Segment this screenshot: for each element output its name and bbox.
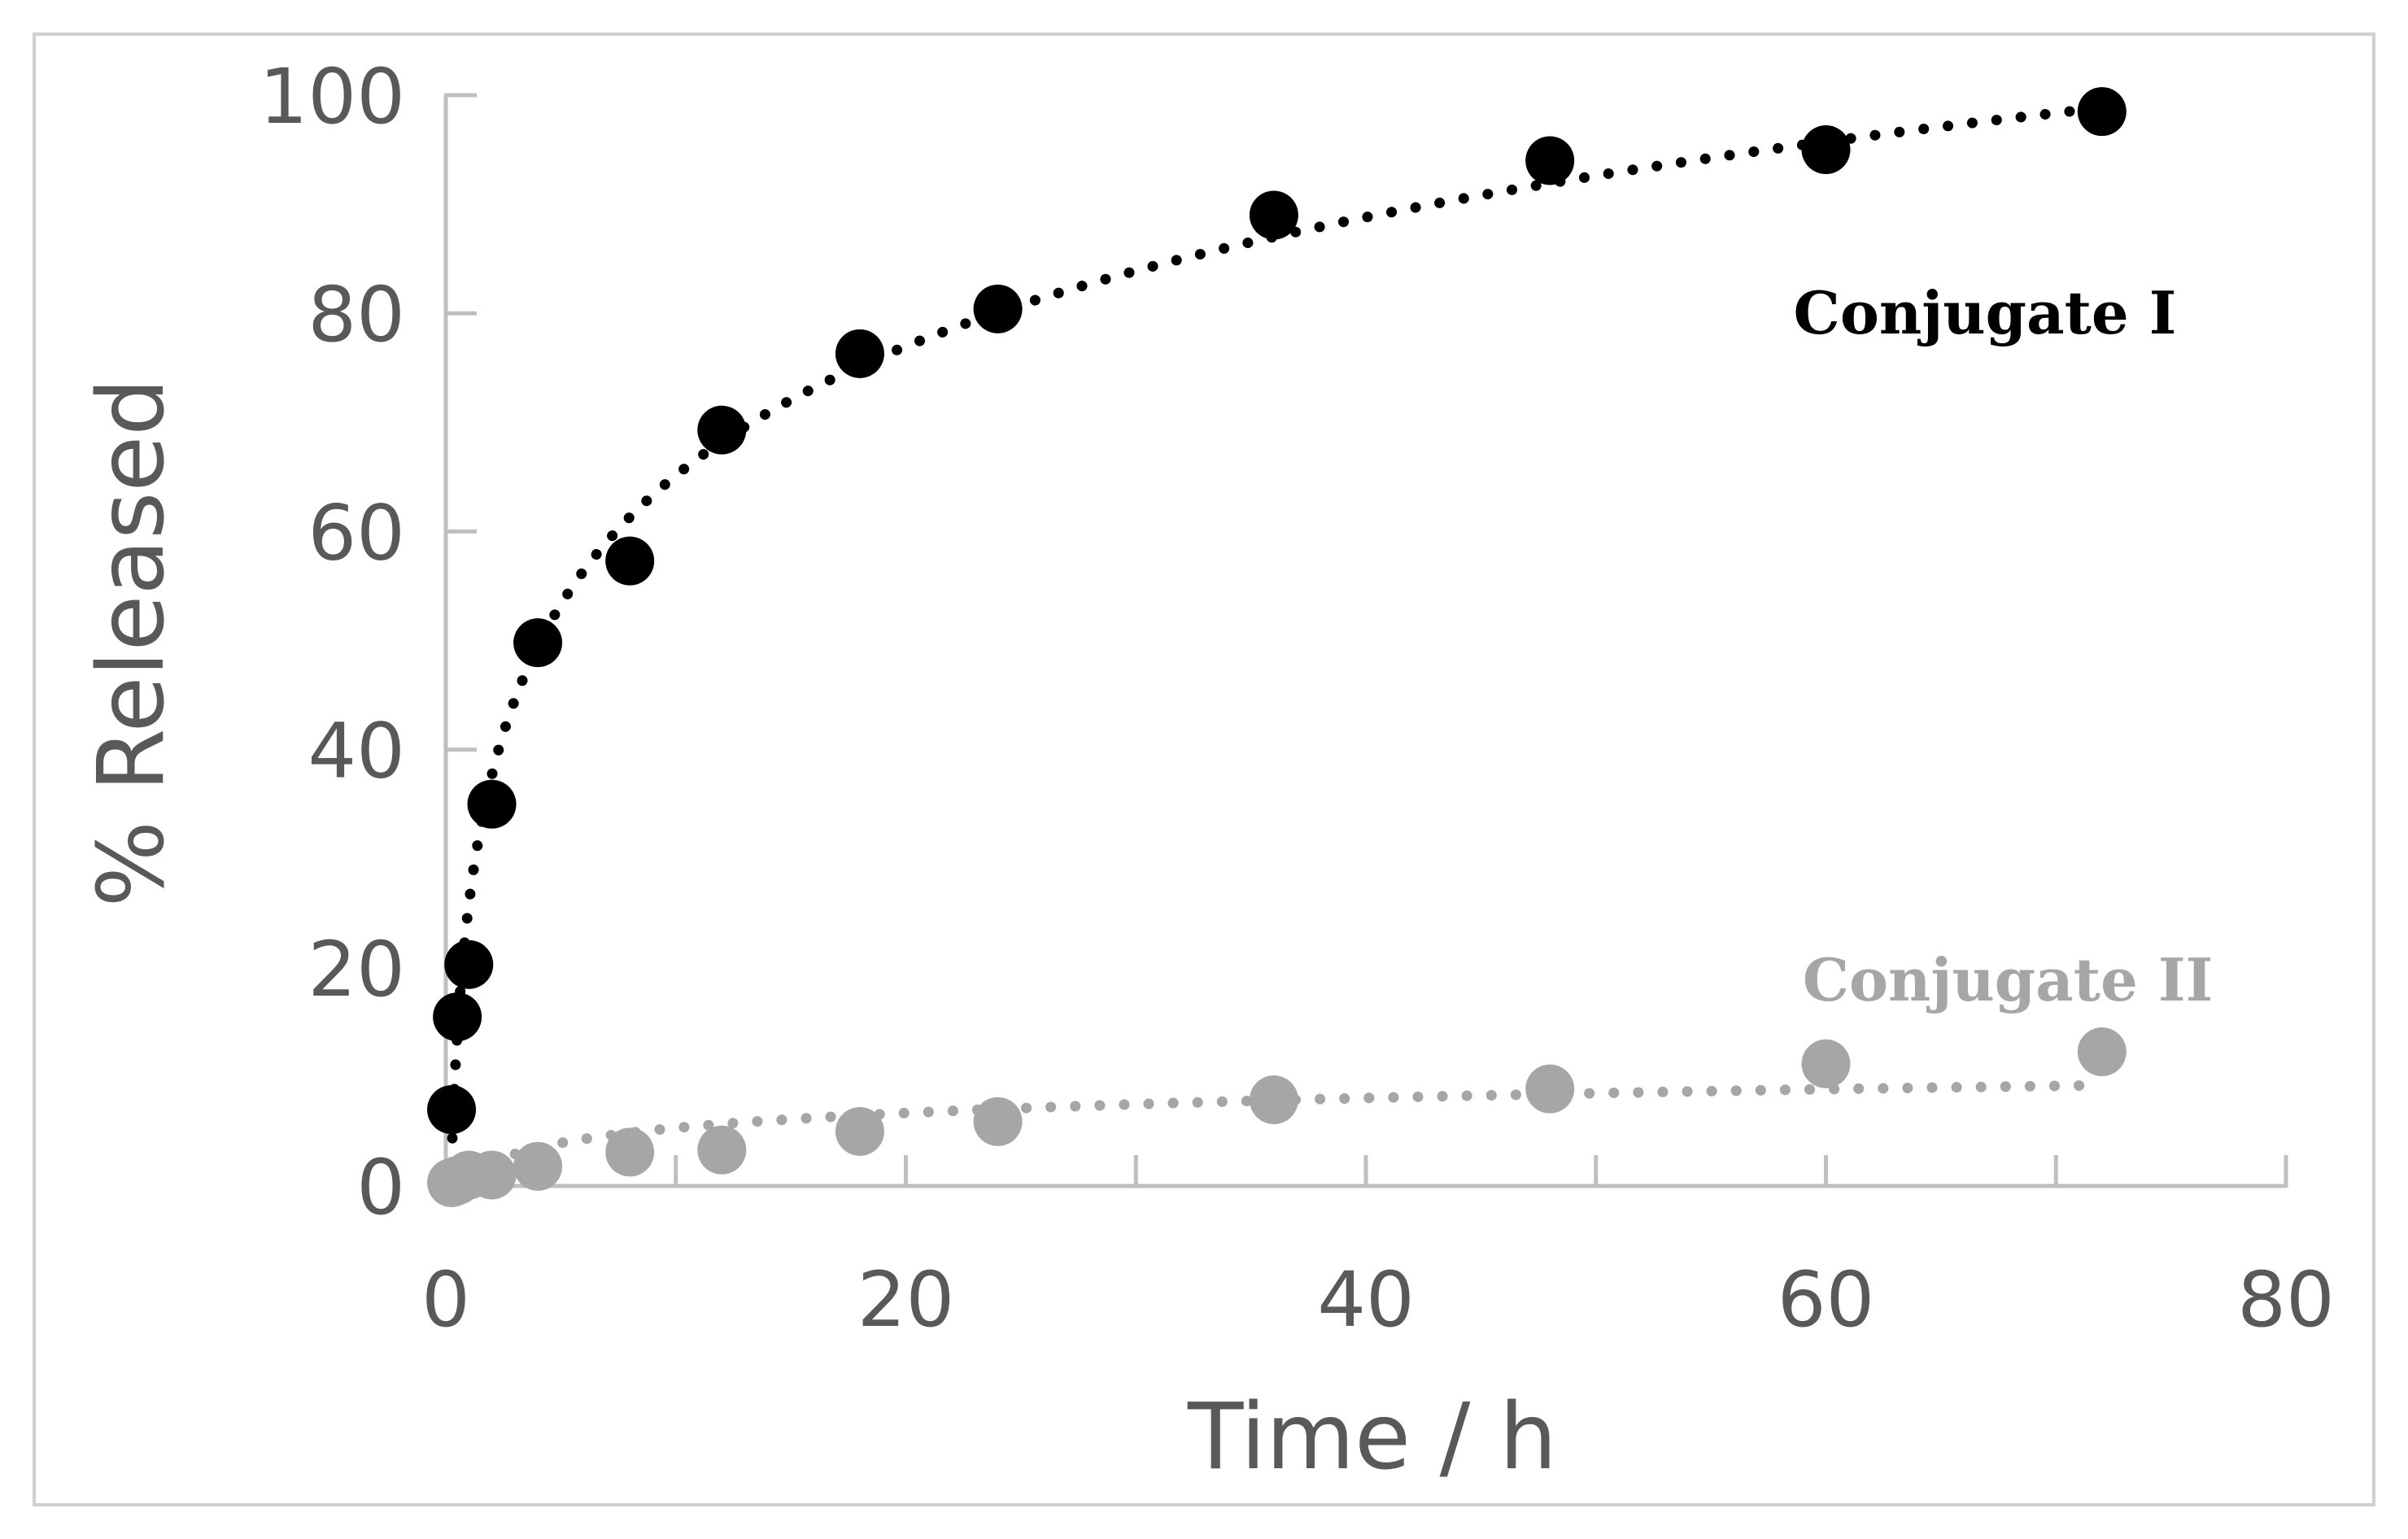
labels: Time / h % Released Conjugate I Conjugat…: [79, 278, 2213, 1490]
y-tick-label: 80: [308, 271, 405, 360]
data-point-series-1: [427, 1085, 477, 1135]
data-point-series-1: [973, 284, 1023, 334]
y-tick-label: 40: [308, 708, 405, 796]
data-point-series-2: [973, 1096, 1023, 1146]
y-axis-title: % Released: [79, 378, 185, 908]
data-point-series-2: [467, 1150, 517, 1200]
chart-frame: [33, 33, 2375, 1506]
data-point-series-2: [2077, 1027, 2127, 1077]
data-point-series-2: [1249, 1075, 1298, 1125]
data-point-series-1: [1525, 136, 1575, 185]
data-point-series-2: [605, 1127, 655, 1177]
data-point-series-1: [444, 940, 494, 989]
x-tick-label: 40: [1317, 1256, 1415, 1345]
series-label-conjugate-i: Conjugate I: [1794, 278, 2177, 347]
data-point-series-1: [1801, 125, 1851, 175]
x-tick-label: 80: [2237, 1256, 2335, 1345]
data-point-series-2: [1525, 1064, 1575, 1114]
trend-lines: [446, 102, 2108, 1192]
data-point-series-1: [1249, 190, 1298, 240]
data-points: [427, 87, 2127, 1207]
data-point-series-1: [467, 779, 517, 829]
data-point-series-1: [2077, 87, 2127, 137]
x-tick-label: 60: [1778, 1256, 1875, 1345]
y-tick-label: 60: [308, 489, 405, 578]
data-point-series-2: [835, 1106, 884, 1156]
data-point-series-1: [513, 618, 563, 668]
data-point-series-2: [1801, 1039, 1851, 1088]
x-tick-label: 20: [857, 1256, 955, 1345]
x-axis-title: Time / h: [1187, 1384, 1557, 1490]
y-tick-label: 20: [308, 926, 405, 1014]
data-point-series-1: [433, 992, 482, 1042]
y-tick-label: 100: [260, 53, 405, 142]
data-point-series-2: [697, 1125, 747, 1175]
data-point-series-1: [605, 536, 655, 586]
data-point-series-2: [513, 1141, 563, 1191]
axes: 0 20 40 60 80 100 0 20 40 60 80: [260, 53, 2335, 1345]
data-point-series-1: [835, 329, 884, 378]
series-label-conjugate-ii: Conjugate II: [1803, 945, 2214, 1014]
data-point-series-1: [697, 405, 747, 455]
y-tick-label: 0: [356, 1144, 405, 1232]
x-tick-label: 0: [421, 1256, 470, 1345]
